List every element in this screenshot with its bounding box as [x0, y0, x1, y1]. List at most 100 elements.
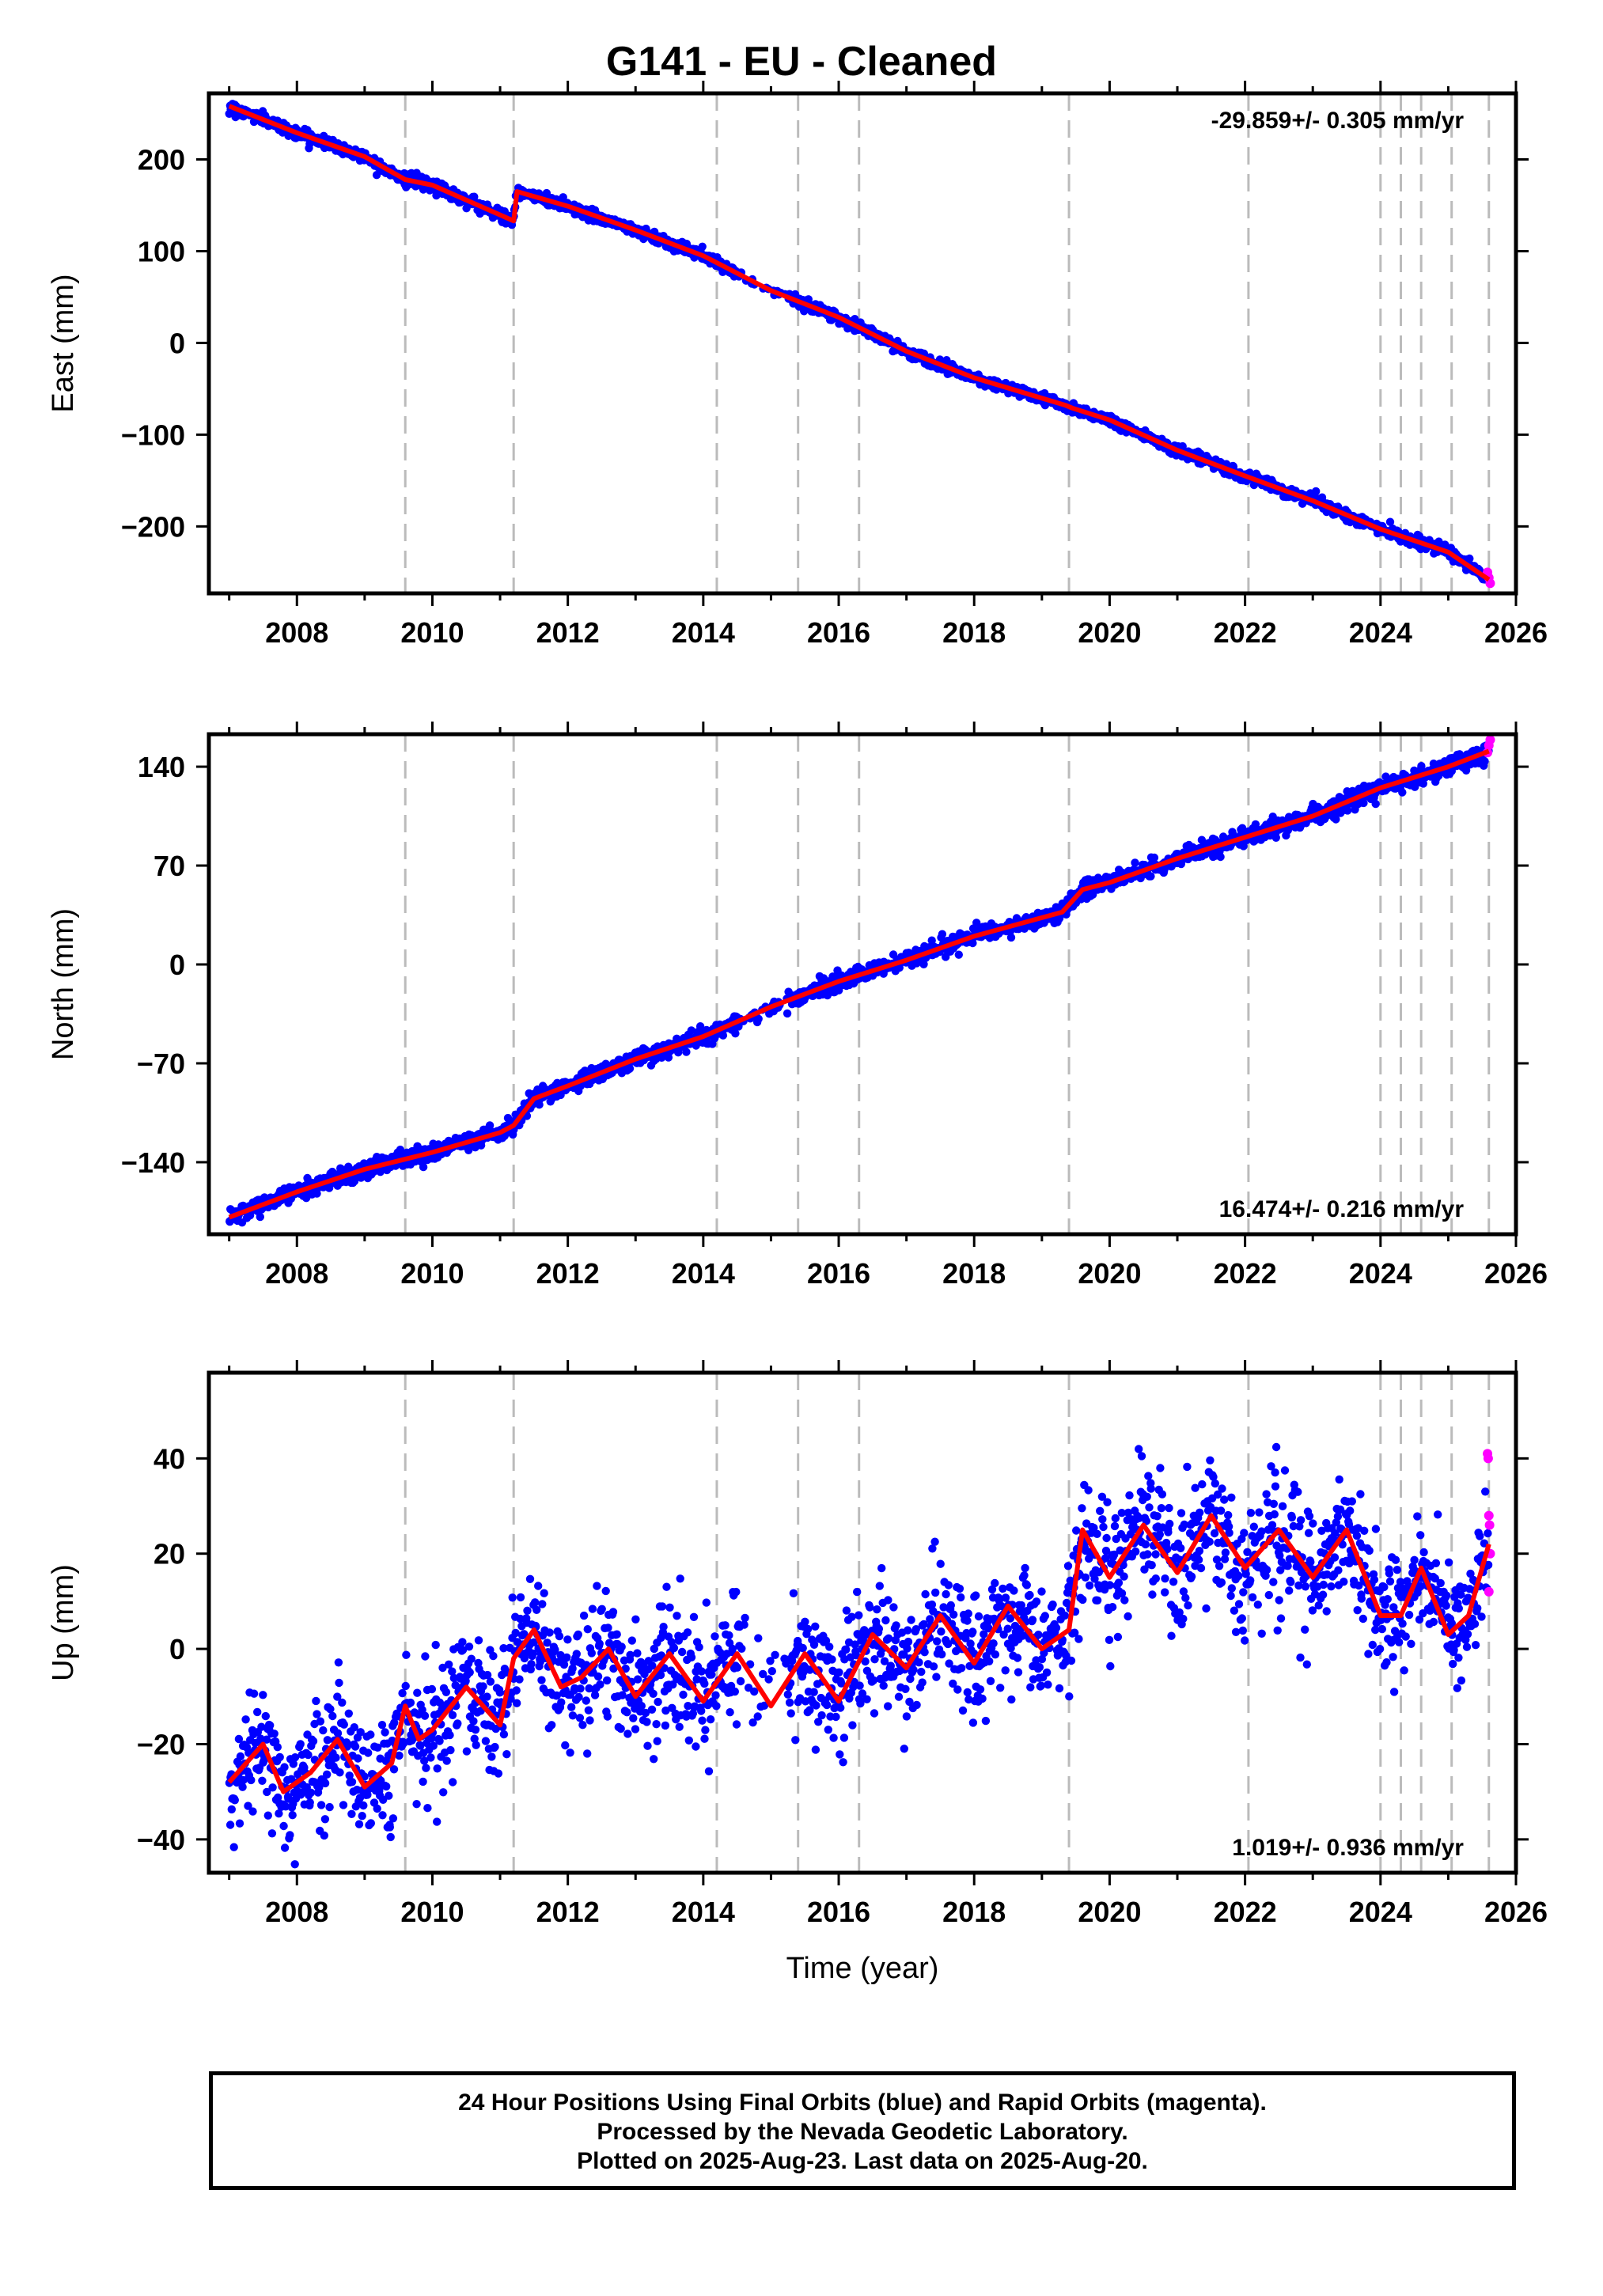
data-point: [356, 1728, 365, 1737]
x-tick-label: 2008: [265, 1257, 328, 1290]
data-point: [506, 1695, 515, 1703]
north-panel: 2008 2010 2012 2014 2016 2018 2020 2022 2024 2026…: [47, 722, 1548, 1290]
data-point: [344, 1709, 353, 1718]
data-point: [373, 1804, 381, 1813]
data-point: [381, 1728, 389, 1737]
data-point: [474, 1658, 483, 1668]
data-point: [489, 1651, 498, 1661]
data-point: [290, 1860, 299, 1869]
data-point: [378, 1811, 387, 1820]
data-point: [426, 1753, 435, 1762]
data-point: [366, 1730, 375, 1739]
data-point: [354, 1754, 362, 1763]
data-point: [458, 1638, 467, 1646]
data-point: [235, 1819, 244, 1828]
data-point: [280, 1843, 290, 1852]
data-point: [270, 1730, 279, 1738]
data-point: [650, 1755, 658, 1764]
data-point: [684, 1702, 692, 1711]
data-point: [422, 1764, 430, 1772]
y-tick-label: 0: [169, 949, 185, 981]
data-point: [502, 1750, 511, 1759]
data-point: [385, 1823, 394, 1832]
data-point: [676, 1574, 684, 1583]
data-point: [559, 193, 567, 202]
data-point: [304, 1750, 313, 1760]
data-point: [377, 1721, 387, 1730]
data-point: [1343, 806, 1352, 815]
data-point: [1411, 782, 1419, 791]
data-point: [721, 1621, 729, 1630]
data-point: [386, 1832, 395, 1842]
data-point: [261, 1711, 270, 1721]
data-point: [574, 1692, 583, 1702]
x-axis: 2008 2010 2012 2014 2016 2018 2020 2022 2024 2026: [228, 81, 1548, 649]
data-point: [604, 1623, 612, 1632]
data-point: [420, 1756, 429, 1765]
data-point: [395, 1751, 404, 1760]
data-point: [350, 1723, 358, 1732]
data-point: [472, 1741, 480, 1749]
data-point: [499, 1644, 508, 1653]
data-point: [675, 1722, 684, 1731]
data-point: [582, 1696, 590, 1705]
data-point: [683, 1628, 692, 1637]
data-point: [527, 1660, 536, 1669]
x-tick-label: 2024: [1349, 1257, 1412, 1290]
data-point: [233, 1778, 241, 1787]
data-point: [445, 1730, 454, 1740]
data-point: [629, 1714, 638, 1722]
data-point: [679, 1690, 688, 1699]
data-point: [593, 1582, 601, 1590]
data-point: [712, 1702, 721, 1711]
data-point: [662, 1582, 671, 1591]
data-point: [568, 1711, 578, 1720]
data-point: [1216, 852, 1225, 862]
data-point: [429, 1741, 438, 1750]
data-point: [320, 1815, 330, 1824]
data-point: [421, 1652, 430, 1661]
data-point: [345, 1771, 354, 1780]
data-point: [366, 1819, 375, 1828]
data-point: [659, 1623, 668, 1631]
data-point: [431, 1640, 440, 1650]
data-point: [248, 1807, 257, 1816]
data-point: [623, 1708, 631, 1717]
data-point: [728, 1644, 737, 1654]
data-point: [689, 1612, 699, 1621]
x-tick-label: 2014: [672, 1257, 735, 1290]
data-point: [954, 950, 964, 959]
data-point: [707, 1670, 716, 1679]
y-tick-label: 200: [138, 143, 185, 176]
data-point: [593, 1672, 603, 1681]
data-point: [225, 1821, 235, 1829]
data-point: [656, 1670, 665, 1680]
data-point: [631, 1725, 640, 1733]
data-point: [673, 1612, 681, 1620]
plot-frame: [207, 732, 1518, 1237]
data-point: [538, 1600, 547, 1608]
data-point: [263, 1811, 272, 1820]
data-point: [697, 1667, 706, 1676]
data-point: [263, 1787, 271, 1797]
data-point: [601, 1586, 610, 1596]
x-tick-label: 2012: [536, 1257, 600, 1290]
data-point: [698, 1716, 707, 1725]
data-point: [568, 1664, 577, 1673]
data-point: [256, 1734, 265, 1743]
data-point: [1006, 933, 1016, 942]
data-point: [273, 1743, 282, 1752]
data-point: [364, 1749, 373, 1757]
data-point: [469, 1717, 478, 1726]
data-point: [508, 1593, 517, 1602]
data-point: [423, 1804, 432, 1813]
model-fit-line: [228, 748, 1490, 1220]
y-tick-label: −100: [121, 419, 185, 451]
data-point: [1131, 858, 1139, 867]
data-point: [481, 1737, 491, 1745]
data-point: [438, 1663, 447, 1673]
data-point: [669, 1643, 679, 1653]
data-point: [343, 1740, 352, 1749]
data-point: [339, 1801, 348, 1809]
